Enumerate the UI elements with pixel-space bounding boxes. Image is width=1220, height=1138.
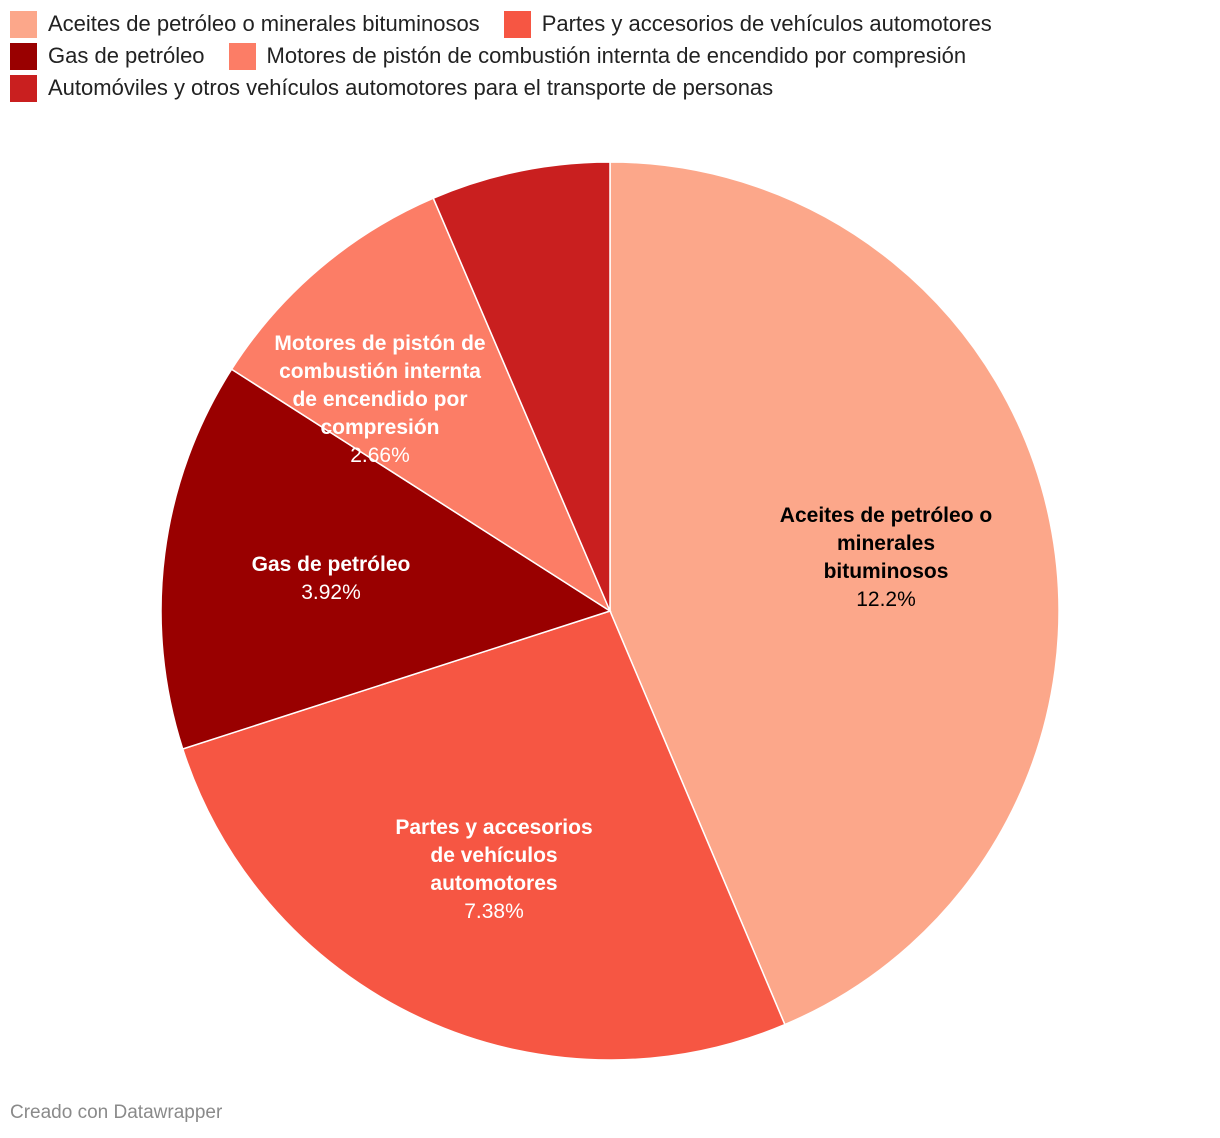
legend-label: Automóviles y otros vehículos automotore… — [48, 75, 774, 100]
slice-label-line: combustión internta — [279, 360, 481, 383]
legend-label: Aceites de petróleo o minerales bitumino… — [48, 11, 480, 36]
legend-item-partes: Partes y accesorios de vehículos automot… — [503, 10, 992, 38]
legend-label: Motores de pistón de combustión internta… — [266, 43, 967, 68]
pie-slice — [432, 161, 611, 612]
legend-item-aceites: Aceites de petróleo o minerales bitumino… — [10, 10, 480, 38]
pie-slice — [230, 197, 612, 613]
slice-label-line: de encendido por — [292, 388, 467, 411]
slice-label-line: automotores — [430, 872, 557, 895]
legend-swatch — [228, 42, 256, 70]
legend-item-automoviles: Automóviles y otros vehículos automotore… — [10, 74, 774, 102]
pie-slice — [181, 610, 786, 1061]
legend-label: Gas de petróleo — [48, 43, 205, 68]
slice-label-line: Aceites de petróleo o — [780, 504, 992, 527]
legend-swatch — [10, 74, 37, 102]
slice-label-line: minerales — [837, 532, 935, 555]
slice-label: Motores de pistón de combustión internta d… — [274, 332, 485, 467]
slice-label-line: Partes y accesorios — [395, 816, 592, 839]
pie-slice — [609, 161, 1060, 1026]
legend-item-motores: Motores de pistón de combustión internta… — [228, 42, 967, 70]
slice-value-label: 12.2% — [856, 588, 916, 611]
legend-row: Aceites de petróleo o minerales bitumino… — [10, 8, 1190, 40]
legend-row: Gas de petróleo Motores de pistón de com… — [10, 40, 1190, 72]
pie-slice — [160, 368, 612, 750]
slice-label: Aceites de petróleo o minerales bituminoso… — [780, 504, 992, 611]
slice-label-line: compresión — [320, 416, 439, 439]
legend-swatch — [503, 10, 531, 38]
slice-label-line: Motores de pistón de — [274, 332, 485, 355]
slice-label: Gas de petróleo 3.92% — [252, 553, 411, 604]
slice-value-label: 2.66% — [350, 444, 410, 467]
slice-label: Partes y accesorios de vehículos automotor… — [395, 816, 592, 923]
legend-swatch — [10, 10, 37, 38]
slice-label-line: bituminosos — [824, 560, 949, 583]
slice-value-label: 7.38% — [464, 900, 524, 923]
chart-legend: Aceites de petróleo o minerales bitumino… — [10, 8, 1190, 104]
pie-chart: Aceites de petróleo o minerales bituminoso… — [160, 161, 1060, 1061]
legend-label: Partes y accesorios de vehículos automot… — [541, 11, 992, 36]
legend-item-gas: Gas de petróleo — [10, 42, 205, 70]
footer-credit: Creado con Datawrapper — [10, 1102, 223, 1123]
slice-value-label: 3.92% — [301, 581, 361, 604]
slice-label-line: de vehículos — [430, 844, 557, 867]
legend-swatch — [10, 42, 37, 70]
slice-label-line: Gas de petróleo — [252, 553, 411, 576]
legend-row: Automóviles y otros vehículos automotore… — [10, 72, 1190, 104]
